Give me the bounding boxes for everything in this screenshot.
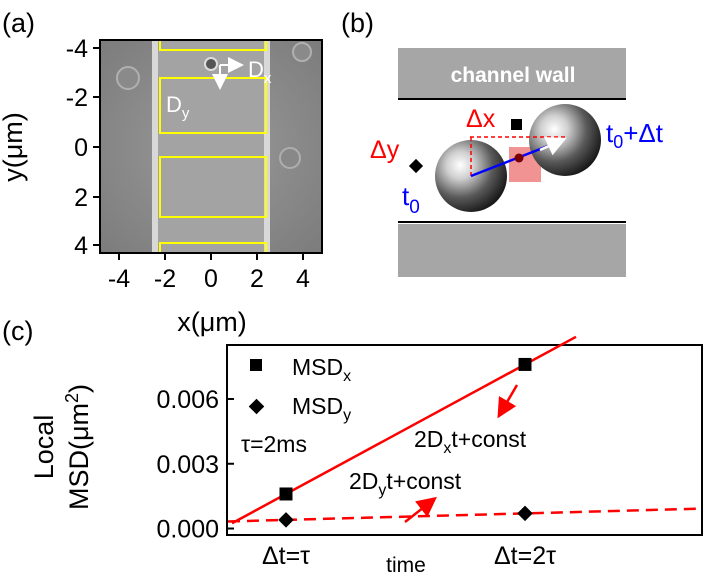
panel-c-y-axis-label: Local MSD(μm2) [29, 384, 94, 510]
y-tick-label: -2 [66, 84, 88, 112]
fit-y-annotation-arrow [404, 496, 437, 523]
fit-line-msdy [227, 507, 701, 523]
panel-c-label: (c) [2, 316, 33, 346]
msd-plot: 0.000 0.003 0.006 Δt=τ time Δt=2τ [156, 335, 703, 577]
x-tick-label: -4 [108, 265, 130, 293]
delta-y-label: Δy [370, 136, 400, 164]
legend-marker-msdx [250, 359, 262, 371]
y-tick-label: 0.000 [156, 516, 219, 544]
dy-marker-diamond [408, 158, 424, 174]
dy-label: Dy [166, 92, 190, 122]
msdx-point [518, 357, 532, 371]
dx-marker-square [511, 119, 522, 130]
fit-x-annotation-arrow [497, 384, 519, 419]
panel-c-x-ticks: Δt=τ time Δt=2τ [262, 542, 556, 577]
y-tick-label: 2 [74, 184, 88, 212]
legend: MSDx MSDy [248, 354, 351, 424]
panel-a-x-axis-label: x(μm) [177, 307, 247, 337]
y-label-line2: MSD(μm2) [62, 384, 94, 510]
fit-x-label: 2Dxt+const [414, 426, 527, 457]
legend-marker-msdy [248, 398, 265, 415]
t0-label: t0 [402, 181, 420, 218]
panel-a-x-ticks: -4 -2 0 2 4 [108, 253, 310, 293]
dx-label: Dx [248, 57, 272, 87]
panel-a-label: (a) [2, 8, 35, 38]
y-tick-label: 0.006 [156, 386, 219, 414]
plot-frame [226, 344, 703, 536]
microscopy-image [100, 40, 322, 253]
top-channel-wall [398, 48, 626, 98]
x-tick-label: -2 [154, 265, 176, 293]
t0-plus-dt-label: t0+Δt [606, 118, 664, 152]
displacement-arrow [539, 137, 567, 156]
y-label-line1: Local [29, 415, 59, 480]
x-tick-label: 4 [296, 265, 310, 293]
midpoint-dot [514, 153, 524, 163]
x-tick-label: 0 [204, 265, 218, 293]
panel-c-y-ticks: 0.000 0.003 0.006 [156, 386, 234, 544]
displacement-line [470, 144, 549, 178]
msdy-point [278, 512, 294, 528]
panel-b-label: (b) [341, 8, 374, 38]
tau-label: τ=2ms [241, 431, 307, 457]
bottom-channel-wall [398, 224, 626, 277]
x-tick-label: Δt=2τ [494, 542, 556, 570]
y-tick-label: 4 [74, 232, 88, 260]
y-tick-label: 0.003 [156, 451, 219, 479]
y-tick-label: -4 [66, 35, 88, 63]
tracking-box [159, 156, 267, 218]
channel-wall-label: channel wall [451, 64, 576, 87]
y-tick-label: 0 [74, 134, 88, 162]
legend-label-msdy: MSDy [292, 393, 351, 424]
delta-x-label: Δx [466, 105, 496, 133]
particle-t1 [529, 104, 601, 176]
x-tick-label: time [386, 554, 426, 577]
fit-y-label: 2Dyt+const [349, 468, 462, 499]
panel-a-y-axis-label: y(μm) [0, 112, 28, 182]
msdy-point [517, 505, 533, 522]
diffusion-arrows [212, 57, 244, 90]
legend-label-msdx: MSDx [292, 354, 351, 385]
x-tick-label: 2 [250, 265, 264, 293]
x-tick-label: Δt=τ [262, 542, 310, 570]
panel-a-y-ticks: -4 -2 0 2 4 [66, 35, 100, 260]
msdx-point [279, 487, 293, 501]
